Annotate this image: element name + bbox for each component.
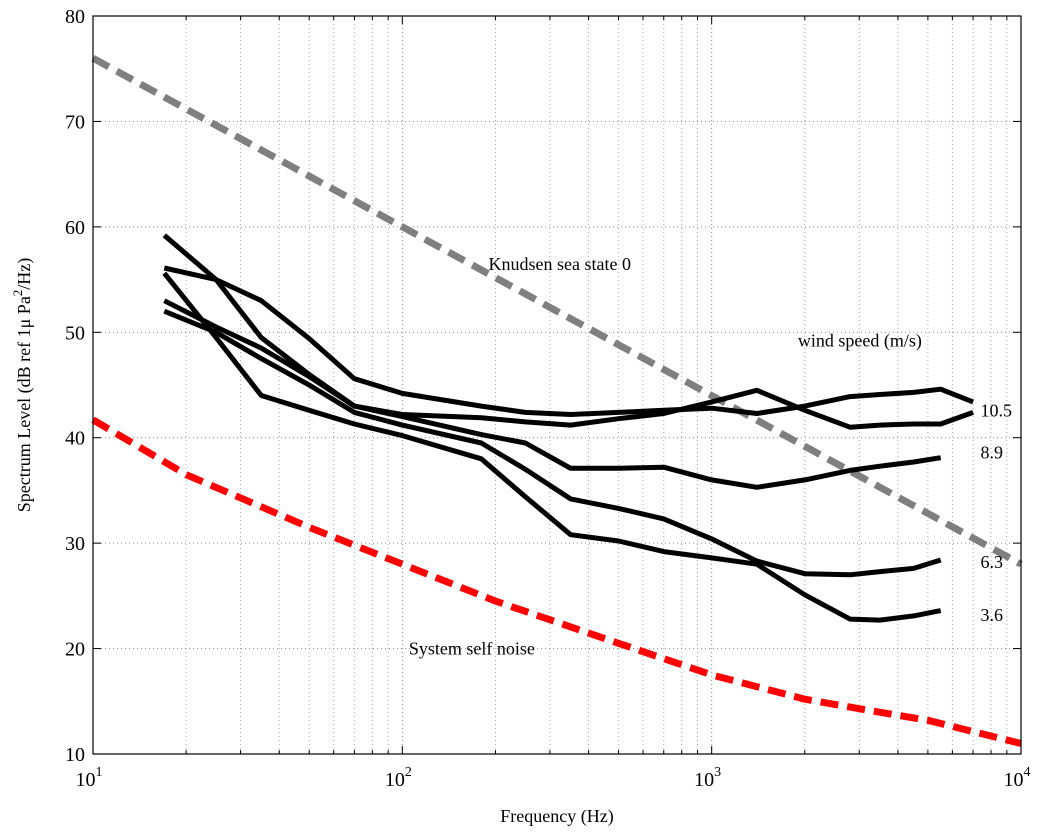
x-tick-base: 10 xyxy=(694,769,714,791)
series-line-1 xyxy=(91,416,1022,747)
annotation-label: 8.9 xyxy=(981,442,1004,462)
x-axis-label: Frequency (Hz) xyxy=(500,806,613,827)
y-tick-label: 30 xyxy=(65,533,85,555)
series-line-6 xyxy=(162,271,942,623)
x-tick-base: 10 xyxy=(385,769,405,791)
x-tick-exponent: 1 xyxy=(96,765,103,780)
x-tick-base: 10 xyxy=(1004,769,1024,791)
y-axis-label-tail: /Hz) xyxy=(14,258,35,290)
y-axis-label-main: Spectrum Level (dB ref 1μ Pa xyxy=(14,296,35,512)
y-tick-label: 40 xyxy=(65,428,85,450)
y-tick-label: 50 xyxy=(65,322,85,344)
series-line-5 xyxy=(163,308,942,578)
ticks xyxy=(93,15,1021,755)
plot-frame xyxy=(92,15,1022,755)
y-tick-label: 20 xyxy=(65,639,85,661)
series-line-0 xyxy=(91,55,1023,568)
annotations: Knudsen sea state 0 wind speed (m/s) 10.5 8… xyxy=(409,254,1012,659)
series-group xyxy=(91,55,1023,747)
series-line-4 xyxy=(163,298,942,490)
annotation-label: Knudsen sea state 0 xyxy=(489,254,631,274)
annotation-label: 6.3 xyxy=(981,552,1004,572)
y-axis-label: Spectrum Level (dB ref 1μ Pa2/Hz) xyxy=(10,258,35,513)
annotation-label: System self noise xyxy=(409,639,535,659)
annotation-label: 10.5 xyxy=(981,400,1013,420)
x-tick-exponent: 3 xyxy=(714,765,721,780)
x-tick-label: 101 xyxy=(76,765,103,791)
x-tick-exponent: 4 xyxy=(1024,765,1031,780)
grid xyxy=(93,16,1021,754)
series-line-3 xyxy=(163,265,975,417)
annotation-label: 3.6 xyxy=(981,605,1004,625)
y-tick-label: 10 xyxy=(65,744,85,766)
y-tick-label: 60 xyxy=(65,217,85,239)
x-tick-label: 102 xyxy=(385,765,412,791)
x-tick-base: 10 xyxy=(76,769,96,791)
y-tick-label: 70 xyxy=(65,111,85,133)
y-axis-label-superscript: 2 xyxy=(10,290,25,297)
x-tick-exponent: 2 xyxy=(405,765,412,780)
y-tick-label: 80 xyxy=(65,6,85,28)
x-tick-label: 104 xyxy=(1004,765,1031,791)
annotation-label: wind speed (m/s) xyxy=(798,331,922,352)
x-tick-label: 103 xyxy=(694,765,721,791)
